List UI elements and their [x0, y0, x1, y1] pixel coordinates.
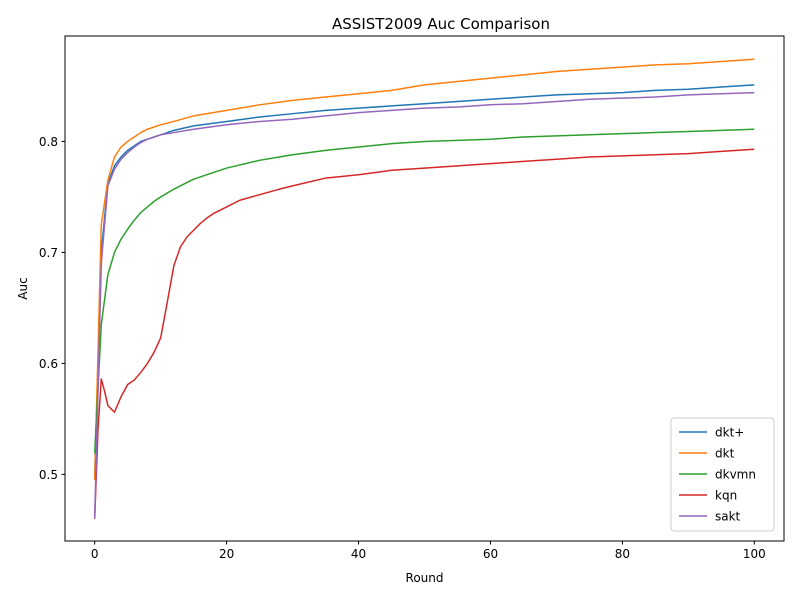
legend-box — [670, 417, 775, 532]
x-tick-label: 0 — [91, 547, 99, 561]
chart-title: ASSIST2009 Auc Comparison — [332, 15, 550, 33]
x-tick-label: 20 — [219, 547, 234, 561]
series-layer — [93, 58, 755, 519]
x-axis-ticks: 0 20 40 60 80 100 — [91, 541, 766, 561]
series-line-sakt — [93, 91, 755, 519]
legend-label-kqn: kqn — [715, 489, 737, 503]
x-tick-label: 60 — [483, 547, 498, 561]
y-tick-label: 0.7 — [39, 246, 58, 260]
y-tick-label: 0.8 — [39, 135, 58, 149]
series-line-dkt — [93, 58, 755, 480]
y-tick-label: 0.6 — [39, 357, 58, 371]
legend-label-sakt: sakt — [715, 510, 741, 524]
legend-label-dkvmn: dkvmn — [715, 468, 756, 482]
legend-label-dkt: dkt — [715, 447, 735, 461]
y-axis-label: Auc — [16, 277, 30, 299]
x-tick-label: 40 — [351, 547, 366, 561]
y-axis-ticks: 0.5 0.6 0.7 0.8 — [39, 135, 65, 482]
series-line-kqn — [93, 148, 755, 519]
series-line-dkt+ — [93, 84, 755, 477]
y-tick-label: 0.5 — [39, 468, 58, 482]
x-tick-label: 80 — [615, 547, 630, 561]
plot-area-frame — [64, 35, 785, 542]
x-tick-label: 100 — [743, 547, 766, 561]
x-axis-label: Round — [406, 571, 444, 585]
legend-label-dkt+: dkt+ — [715, 426, 744, 440]
legend: dkt+ dkt dkvmn kqn sakt — [670, 417, 775, 532]
series-line-dkvmn — [93, 128, 755, 454]
